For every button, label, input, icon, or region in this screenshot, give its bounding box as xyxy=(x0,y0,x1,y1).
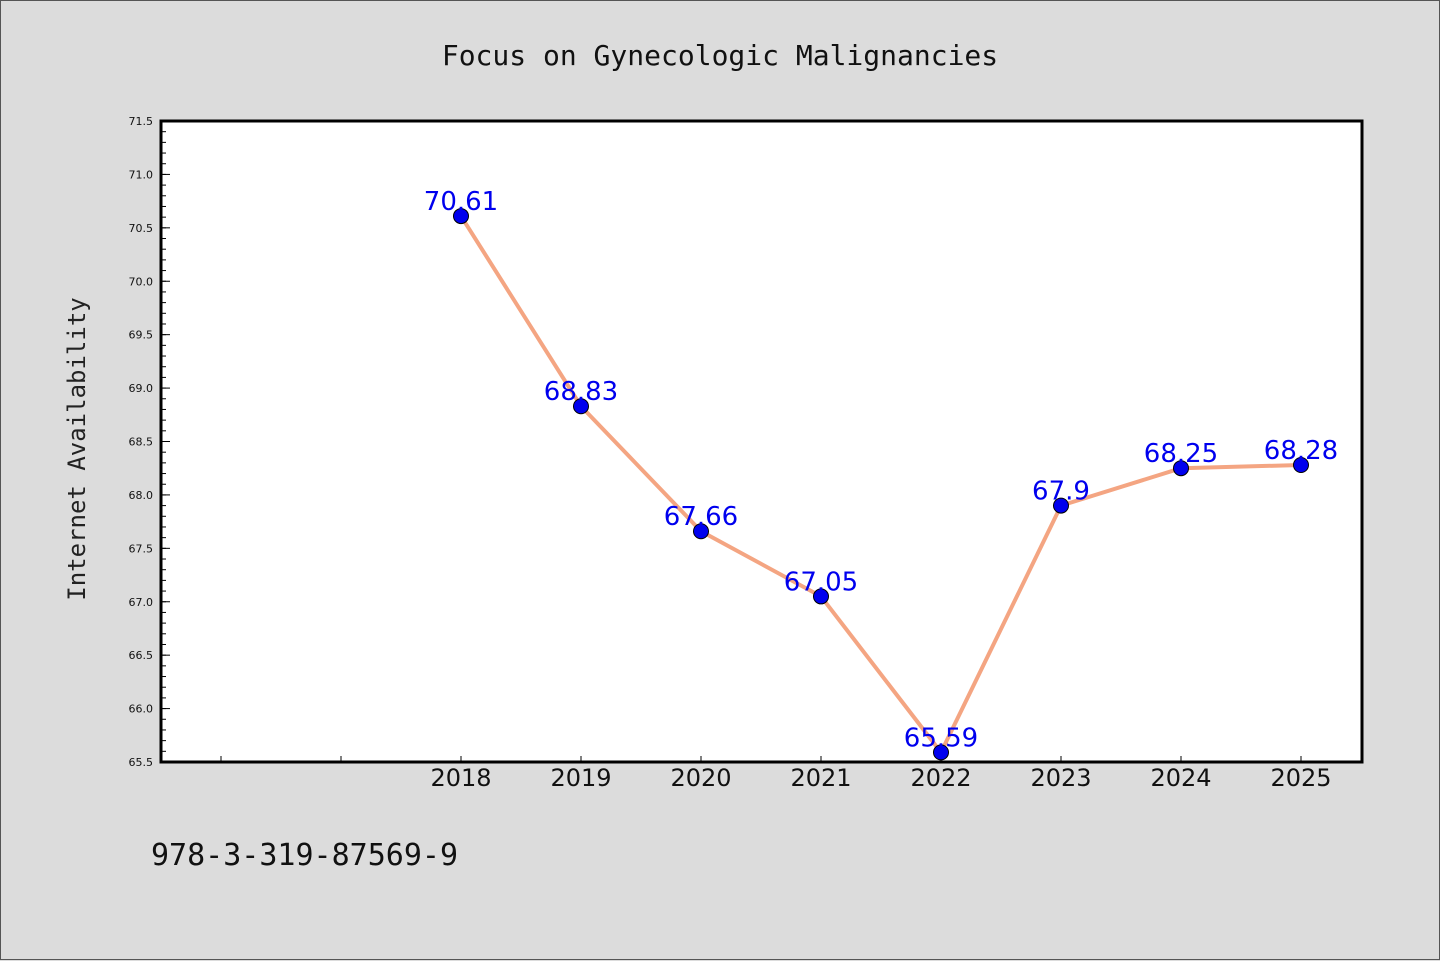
data-point xyxy=(1173,460,1189,477)
y-tick-label: 68.0 xyxy=(129,489,154,502)
data-label: 70.61 xyxy=(424,187,498,217)
x-tick-label: 2023 xyxy=(1030,764,1091,792)
y-tick-label: 66.0 xyxy=(129,703,154,716)
data-label: 67.05 xyxy=(784,567,858,597)
x-tick-label: 2018 xyxy=(430,764,491,792)
data-labels: 70.61 68.83 67.66 67.05 65.59 67.9 68.25 68.28 xyxy=(424,187,1338,753)
series-line xyxy=(459,215,1302,755)
data-label: 68.83 xyxy=(544,377,618,407)
plot-border xyxy=(159,119,1364,764)
plot-area xyxy=(161,121,1362,762)
data-label: 68.28 xyxy=(1264,436,1338,466)
x-axis: 2018 2019 2020 2021 2022 2023 2024 2025 xyxy=(220,756,1332,792)
y-tick-label: 68.5 xyxy=(129,436,154,449)
y-tick-label: 67.5 xyxy=(129,542,154,555)
y-tick-label: 67.0 xyxy=(129,596,154,609)
y-tick-label: 69.5 xyxy=(129,329,154,342)
y-tick-label: 71.0 xyxy=(129,168,154,181)
data-point xyxy=(1293,457,1309,474)
y-tick-label: 65.5 xyxy=(129,756,154,769)
data-label: 65.59 xyxy=(904,723,978,753)
x-tick-label: 2025 xyxy=(1270,764,1331,792)
data-points xyxy=(453,208,1309,761)
chart-title: Focus on Gynecologic Malignancies xyxy=(442,39,998,72)
y-tick-label: 70.0 xyxy=(129,275,154,288)
data-point xyxy=(453,208,469,225)
y-axis: 65.5 66.0 66.5 67.0 67.5 68.0 68.5 69.0 69.5 70.0… xyxy=(129,115,170,769)
data-point xyxy=(693,523,709,540)
y-tick-label: 71.5 xyxy=(129,115,154,128)
y-tick-label: 69.0 xyxy=(129,382,154,395)
data-point xyxy=(933,744,949,761)
x-tick-label: 2024 xyxy=(1150,764,1211,792)
data-point xyxy=(813,588,829,605)
data-label: 68.25 xyxy=(1144,439,1218,469)
y-axis-label: Internet Availability xyxy=(63,297,91,600)
data-point xyxy=(1053,497,1069,514)
data-point xyxy=(573,398,589,415)
data-label: 67.66 xyxy=(664,502,738,532)
data-label: 67.9 xyxy=(1032,477,1090,507)
x-tick-label: 2020 xyxy=(670,764,731,792)
y-tick-label: 70.5 xyxy=(129,222,154,235)
x-tick-label: 2021 xyxy=(790,764,851,792)
x-tick-label: 2022 xyxy=(910,764,971,792)
x-tick-label: 2019 xyxy=(550,764,611,792)
y-tick-label: 66.5 xyxy=(129,649,154,662)
footer-code: 978-3-319-87569-9 xyxy=(151,838,458,873)
